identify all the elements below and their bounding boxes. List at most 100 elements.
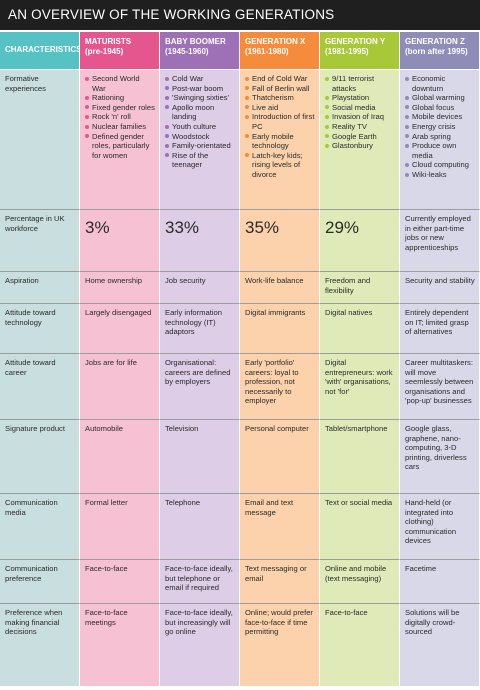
list-item: Economic downturn [405, 74, 475, 93]
percentage-generation-z: Currently employed in either part-time j… [400, 210, 480, 272]
list-item: Produce own media [405, 141, 475, 160]
list-item: Energy crisis [405, 122, 475, 132]
list-item: Second World War [85, 74, 155, 93]
row-label-preference: Communication preference [0, 560, 80, 604]
list-item: Rationing [85, 93, 155, 103]
career-baby-boomer: Organisational: careers are defined by e… [160, 354, 240, 420]
technology-generation-x: Digital immigrants [240, 304, 320, 354]
percentage-maturists: 3% [80, 210, 160, 272]
formative-generation-z: Economic downturn Global warming Global fo… [400, 70, 480, 210]
list-item: Woodstock [165, 132, 235, 142]
list-item: Arab spring [405, 132, 475, 142]
technology-maturists: Largely disengaged [80, 304, 160, 354]
list-item: Google Earth [325, 132, 395, 142]
list-item: Thatcherism [245, 93, 315, 103]
media-maturists: Formal letter [80, 494, 160, 560]
list-item: Playstation [325, 93, 395, 103]
percentage-baby-boomer: 33% [160, 210, 240, 272]
header-characteristics: CHARACTERISTICS [0, 32, 80, 70]
financial-generation-z: Solutions will be digitally crowd-source… [400, 604, 480, 686]
header-generation-y: GENERATION Y (1981-1995) [320, 32, 400, 70]
aspiration-baby-boomer: Job security [160, 272, 240, 304]
career-generation-z: Career multitaskers: will move seemlessl… [400, 354, 480, 420]
list-item: Youth culture [165, 122, 235, 132]
list-item: Latch-key kids; rising levels of divorce [245, 151, 315, 180]
preference-generation-y: Online and mobile (text messaging) [320, 560, 400, 604]
bullet-list: Second World War Rationing Fixed gender ro… [85, 74, 155, 160]
technology-generation-z: Entirely dependent on IT; limited grasp … [400, 304, 480, 354]
list-item: Mobile devices [405, 112, 475, 122]
media-baby-boomer: Telephone [160, 494, 240, 560]
list-item: 'Swinging sixties' [165, 93, 235, 103]
list-item: Live aid [245, 103, 315, 113]
bullet-list: End of Cold War Fall of Berlin wall Thatch… [245, 74, 315, 180]
aspiration-generation-y: Freedom and flexibility [320, 272, 400, 304]
list-item: Family-orientated [165, 141, 235, 151]
list-item: Cold War [165, 74, 235, 84]
row-label-formative: Formative experiences [0, 70, 80, 210]
financial-generation-y: Face-to-face [320, 604, 400, 686]
list-item: 9/11 terrorist attacks [325, 74, 395, 93]
product-generation-y: Tablet/smartphone [320, 420, 400, 494]
row-label-technology: Attitude toward technology [0, 304, 80, 354]
row-label-financial: Preference when making financial decisio… [0, 604, 80, 686]
formative-maturists: Second World War Rationing Fixed gender ro… [80, 70, 160, 210]
financial-maturists: Face-to-face meetings [80, 604, 160, 686]
list-item: Nuclear families [85, 122, 155, 132]
list-item: Invasion of Iraq [325, 112, 395, 122]
aspiration-generation-z: Security and stability [400, 272, 480, 304]
preference-maturists: Face-to-face [80, 560, 160, 604]
list-item: Introduction of first PC [245, 112, 315, 131]
preference-generation-z: Facetime [400, 560, 480, 604]
list-item: Apollo moon landing [165, 103, 235, 122]
career-maturists: Jobs are for life [80, 354, 160, 420]
generations-table: CHARACTERISTICS MATURISTS (pre-1945) BABY… [0, 32, 480, 686]
header-generation-x: GENERATION X (1961-1980) [240, 32, 320, 70]
list-item: Early mobile technology [245, 132, 315, 151]
product-generation-x: Personal computer [240, 420, 320, 494]
header-baby-boomer: BABY BOOMER (1945-1960) [160, 32, 240, 70]
preference-baby-boomer: Face-to-face ideally, but telephone or e… [160, 560, 240, 604]
product-baby-boomer: Television [160, 420, 240, 494]
list-item: End of Cold War [245, 74, 315, 84]
technology-generation-y: Digital natives [320, 304, 400, 354]
list-item: Defined gender roles, particularly for w… [85, 132, 155, 161]
media-generation-z: Hand-held (or integrated into clothing) … [400, 494, 480, 560]
list-item: Rock 'n' roll [85, 112, 155, 122]
bullet-list: 9/11 terrorist attacks Playstation Social … [325, 74, 395, 151]
list-item: Global warming [405, 93, 475, 103]
formative-baby-boomer: Cold War Post-war boom 'Swinging sixties' A… [160, 70, 240, 210]
row-label-product: Signature product [0, 420, 80, 494]
bullet-list: Economic downturn Global warming Global fo… [405, 74, 475, 180]
career-generation-y: Digital entrepreneurs: work 'with' organ… [320, 354, 400, 420]
list-item: Fall of Berlin wall [245, 84, 315, 94]
preference-generation-x: Text messaging or email [240, 560, 320, 604]
technology-baby-boomer: Early information technology (IT) adapto… [160, 304, 240, 354]
list-item: Glastonbury [325, 141, 395, 151]
list-item: Rise of the teenager [165, 151, 235, 170]
media-generation-y: Text or social media [320, 494, 400, 560]
list-item: Post-war boom [165, 84, 235, 94]
percentage-generation-y: 29% [320, 210, 400, 272]
financial-baby-boomer: Face-to-face ideally, but increasingly w… [160, 604, 240, 686]
aspiration-generation-x: Work-life balance [240, 272, 320, 304]
row-label-aspiration: Aspiration [0, 272, 80, 304]
list-item: Fixed gender roles [85, 103, 155, 113]
financial-generation-x: Online; would prefer face-to-face if tim… [240, 604, 320, 686]
row-label-percentage: Percentage in UK workforce [0, 210, 80, 272]
formative-generation-x: End of Cold War Fall of Berlin wall Thatch… [240, 70, 320, 210]
list-item: Reality TV [325, 122, 395, 132]
list-item: Social media [325, 103, 395, 113]
product-generation-z: Google glass, graphene, nano-computing, … [400, 420, 480, 494]
formative-generation-y: 9/11 terrorist attacks Playstation Social … [320, 70, 400, 210]
header-generation-z: GENERATION Z (born after 1995) [400, 32, 480, 70]
row-label-media: Communication media [0, 494, 80, 560]
row-label-career: Attitude toward career [0, 354, 80, 420]
aspiration-maturists: Home ownership [80, 272, 160, 304]
list-item: Cloud computing [405, 160, 475, 170]
media-generation-x: Email and text message [240, 494, 320, 560]
career-generation-x: Early 'portfolio' careers: loyal to prof… [240, 354, 320, 420]
bullet-list: Cold War Post-war boom 'Swinging sixties' A… [165, 74, 235, 170]
list-item: Wiki-leaks [405, 170, 475, 180]
product-maturists: Automobile [80, 420, 160, 494]
